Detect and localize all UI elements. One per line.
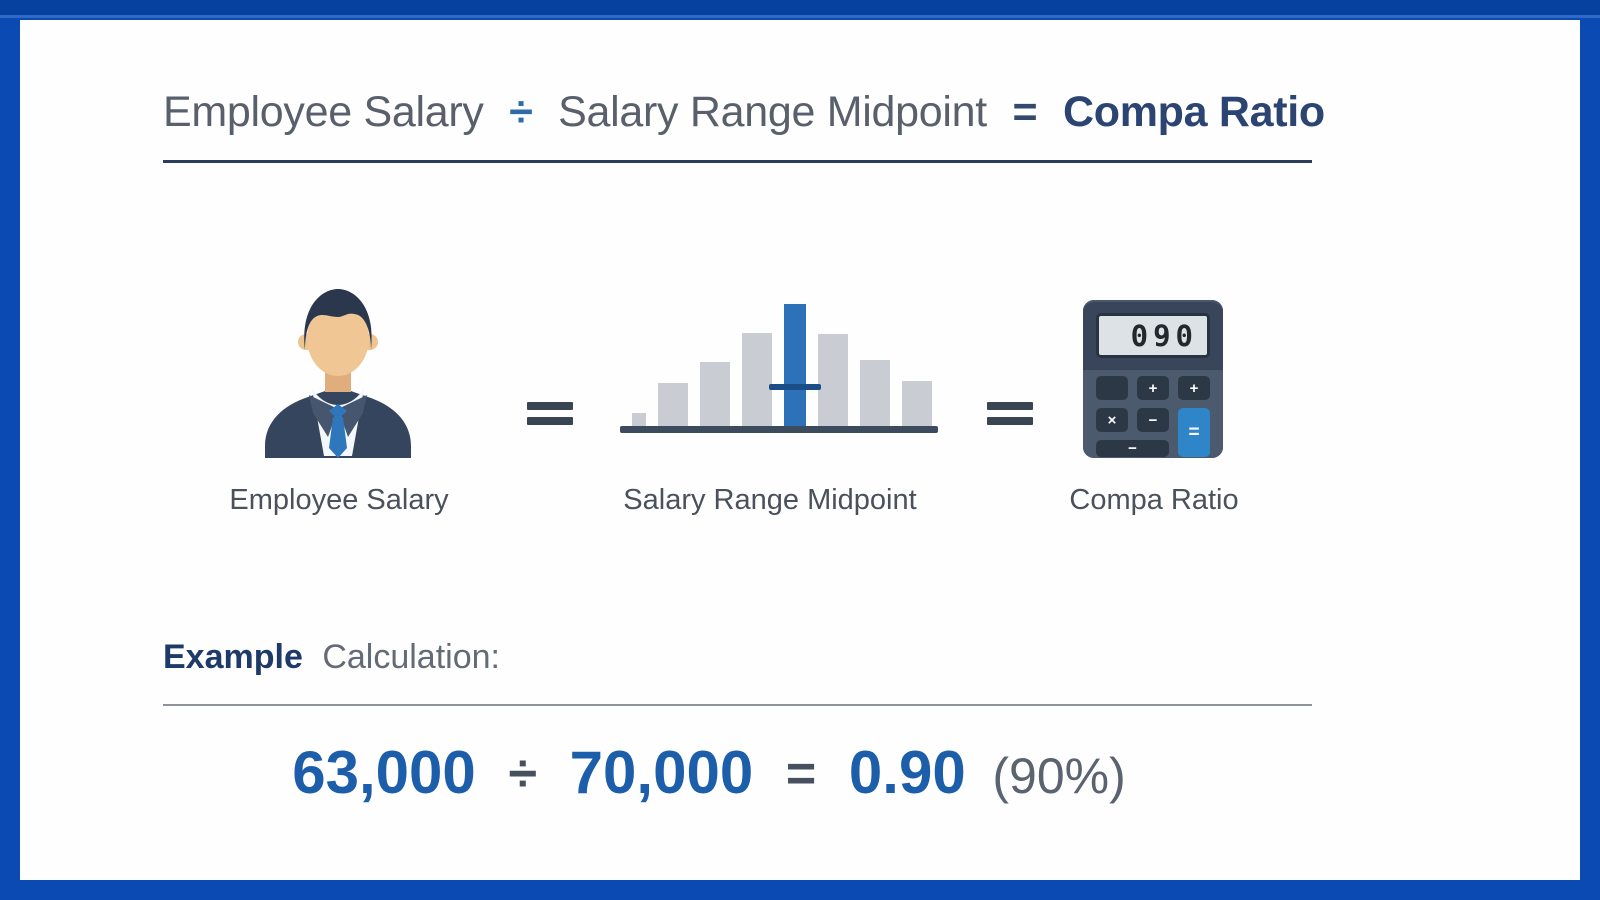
- chart-bar: [700, 362, 730, 426]
- formula-equals-icon: =: [785, 745, 817, 803]
- example-divider: [163, 704, 1312, 706]
- divide-sign-icon: ÷: [509, 88, 533, 136]
- calc-multiply-button: ×: [1096, 408, 1128, 432]
- chart-bar: [658, 383, 688, 426]
- formula-result: 0.90: [848, 739, 966, 806]
- chart-bar: [902, 381, 932, 426]
- frame-top-accent-line: [0, 15, 1600, 18]
- title-divider: [163, 160, 1312, 163]
- label-employee-salary: Employee Salary: [229, 484, 449, 516]
- calc-plus-button: +: [1178, 376, 1210, 400]
- label-compa-ratio: Compa Ratio: [1069, 484, 1239, 516]
- frame-top-accent: [0, 0, 1600, 15]
- formula-divide-icon: ÷: [508, 745, 537, 803]
- title-term-salary-range-midpoint: Salary Range Midpoint: [558, 88, 987, 136]
- calc-blank-button: [1096, 376, 1128, 400]
- calc-equals-button: =: [1178, 408, 1210, 457]
- calc-minus-wide-button: −: [1096, 440, 1169, 457]
- label-salary-range-midpoint: Salary Range Midpoint: [623, 484, 917, 516]
- title-term-employee-salary: Employee Salary: [163, 88, 484, 136]
- equals-icon: [987, 402, 1033, 425]
- chart-bar: [860, 360, 890, 426]
- example-heading-bold: Example: [163, 638, 303, 676]
- chart-bar: [742, 333, 772, 426]
- calc-plus-button: +: [1137, 376, 1169, 400]
- chart-bars: [632, 304, 932, 426]
- calculator-display: 090: [1096, 313, 1210, 358]
- calc-minus-button: −: [1137, 408, 1169, 432]
- example-formula: 63,000 ÷ 70,000 = 0.90 (90%): [163, 738, 1255, 807]
- businessman-avatar-icon: [249, 278, 427, 458]
- equals-sign-text: =: [1012, 88, 1038, 136]
- calculator-icon: 090 + + × − = −: [1083, 300, 1223, 458]
- calculator-buttons: + + × − = −: [1096, 376, 1210, 457]
- title-term-compa-ratio: Compa Ratio: [1063, 88, 1325, 136]
- formula-midpoint: 70,000: [569, 739, 754, 806]
- content-panel: Employee Salary ÷ Salary Range Midpoint …: [20, 20, 1580, 880]
- midpoint-line: [769, 384, 821, 390]
- chart-bar: [632, 413, 646, 426]
- chart-baseline: [620, 426, 938, 433]
- example-heading: Example Calculation:: [163, 638, 500, 677]
- chart-bar: [818, 334, 848, 426]
- formula-percent: (90%): [992, 748, 1126, 804]
- formula-employee-salary: 63,000: [292, 739, 476, 806]
- title-formula: Employee Salary ÷ Salary Range Midpoint …: [163, 88, 1325, 150]
- salary-range-chart-icon: [620, 302, 938, 433]
- midpoint-bar: [784, 304, 806, 426]
- example-heading-rest: Calculation:: [322, 638, 500, 676]
- equals-icon: [527, 402, 573, 425]
